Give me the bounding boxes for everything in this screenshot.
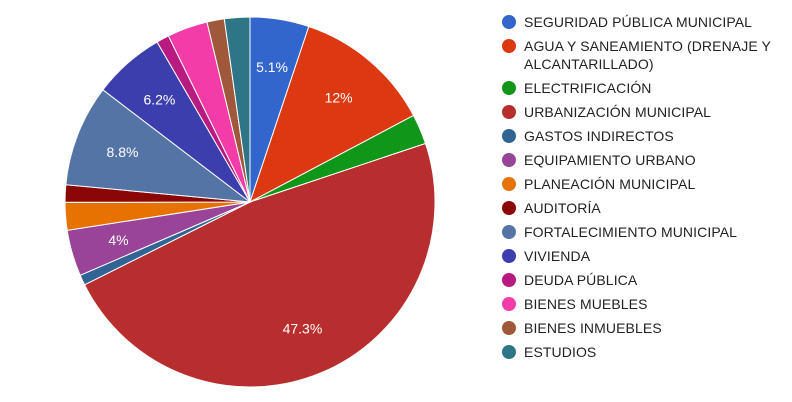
slice-label-urbanizacion-municipal: 47.3% xyxy=(283,320,323,336)
legend-color-swatch xyxy=(502,225,516,239)
legend-label: ESTUDIOS xyxy=(524,344,597,360)
legend-item-auditoria[interactable]: AUDITORÍA xyxy=(500,199,785,217)
legend-item-equipamiento-urbano[interactable]: EQUIPAMIENTO URBANO xyxy=(500,151,785,169)
legend-label: VIVIENDA xyxy=(524,248,591,264)
pie-labels: 5.1% 12% 47.3% 4% 8.8% 6.2% xyxy=(107,59,353,337)
slice-label-seguridad-publica-municipal: 5.1% xyxy=(256,59,288,75)
legend-label: SEGURIDAD PÚBLICA MUNICIPAL xyxy=(524,14,753,30)
pie-slice-fortalecimiento-municipal[interactable] xyxy=(65,89,252,203)
legend-color-swatch xyxy=(502,249,516,263)
legend-item-gastos-indirectos[interactable]: GASTOS INDIRECTOS xyxy=(500,127,785,145)
legend-color-swatch xyxy=(502,39,516,53)
legend-label: PLANEACIÓN MUNICIPAL xyxy=(524,176,696,192)
legend-item-agua-y-saneamiento-drenaje-y-alcantarillado[interactable]: AGUA Y SANEAMIENTO (DRENAJE Y ALCANTARIL… xyxy=(500,37,785,73)
legend-item-estudios[interactable]: ESTUDIOS xyxy=(500,343,785,361)
legend-item-urbanizacion-municipal[interactable]: URBANIZACIÓN MUNICIPAL xyxy=(500,103,785,121)
legend-item-electrificacion[interactable]: ELECTRIFICACIÓN xyxy=(500,79,785,97)
legend-label: DEUDA PÚBLICA xyxy=(524,272,638,288)
pie-slice-urbanizacion-municipal[interactable] xyxy=(83,142,436,388)
chart-legend: SEGURIDAD PÚBLICA MUNICIPAL AGUA Y SANEAM… xyxy=(500,13,785,367)
legend-color-swatch xyxy=(502,297,516,311)
legend-label: BIENES MUEBLES xyxy=(524,296,648,312)
legend-item-vivienda[interactable]: VIVIENDA xyxy=(500,247,785,265)
pie-slice-estudios[interactable] xyxy=(223,16,251,203)
legend-item-fortalecimiento-municipal[interactable]: FORTALECIMIENTO MUNICIPAL xyxy=(500,223,785,241)
legend-color-swatch xyxy=(502,177,516,191)
legend-color-swatch xyxy=(502,153,516,167)
legend-label: ELECTRIFICACIÓN xyxy=(524,80,652,96)
legend-label: AUDITORÍA xyxy=(524,200,601,216)
legend-label: AGUA Y SANEAMIENTO (DRENAJE Y ALCANTARIL… xyxy=(524,38,771,72)
slice-label-equipamiento-urbano: 4% xyxy=(108,232,128,248)
legend-item-deuda-publica[interactable]: DEUDA PÚBLICA xyxy=(500,271,785,289)
legend-label: EQUIPAMIENTO URBANO xyxy=(524,152,696,168)
legend-color-swatch xyxy=(502,345,516,359)
legend-color-swatch xyxy=(502,15,516,29)
legend-color-swatch xyxy=(502,81,516,95)
legend-item-seguridad-publica-municipal[interactable]: SEGURIDAD PÚBLICA MUNICIPAL xyxy=(500,13,785,31)
legend-color-swatch xyxy=(502,321,516,335)
pie-slice-agua-y-saneamiento-drenaje-y-alcantarillado[interactable] xyxy=(249,25,415,204)
slice-label-agua-y-saneamiento-drenaje-y-alcantarillado: 12% xyxy=(325,90,353,106)
legend-label: BIENES INMUEBLES xyxy=(524,320,662,336)
legend-item-bienes-inmuebles[interactable]: BIENES INMUEBLES xyxy=(500,319,785,337)
legend-label: URBANIZACIÓN MUNICIPAL xyxy=(524,104,712,120)
legend-color-swatch xyxy=(502,201,516,215)
legend-color-swatch xyxy=(502,105,516,119)
legend-color-swatch xyxy=(502,273,516,287)
slice-label-vivienda: 6.2% xyxy=(143,91,175,107)
legend-color-swatch xyxy=(502,129,516,143)
legend-item-bienes-muebles[interactable]: BIENES MUEBLES xyxy=(500,295,785,313)
slice-label-fortalecimiento-municipal: 8.8% xyxy=(107,144,139,160)
legend-label: GASTOS INDIRECTOS xyxy=(524,128,674,144)
legend-item-planeacion-municipal[interactable]: PLANEACIÓN MUNICIPAL xyxy=(500,175,785,193)
legend-label: FORTALECIMIENTO MUNICIPAL xyxy=(524,224,738,240)
pie-slices xyxy=(64,16,436,388)
